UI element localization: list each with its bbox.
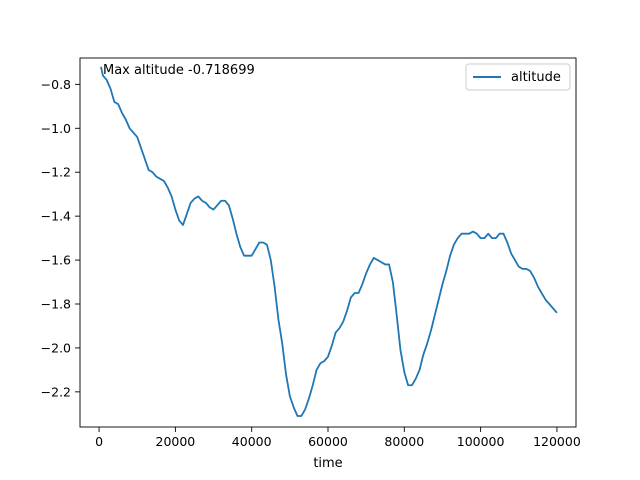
plot-frame [79, 57, 577, 428]
y-tick-label: −1.0 [41, 121, 71, 136]
x-tick-label: 60000 [308, 434, 348, 449]
y-tick-label: −1.6 [41, 253, 71, 268]
x-tick-label: 0 [95, 434, 103, 449]
y-tick-label: −1.4 [41, 209, 71, 224]
legend-box [465, 63, 571, 91]
series-layer [100, 66, 558, 417]
y-tick-label: −2.0 [41, 340, 71, 355]
legend: altitude [465, 63, 571, 91]
y-tick-label: −1.8 [41, 297, 71, 312]
x-tick-label: 40000 [232, 434, 272, 449]
y-tick-label: −0.8 [41, 77, 71, 92]
y-tick-label: −2.2 [41, 384, 71, 399]
x-tick-label: 120000 [533, 434, 581, 449]
plot-area [80, 58, 576, 427]
legend-label-altitude: altitude [511, 70, 561, 85]
x-tick-label: 100000 [457, 434, 505, 449]
x-axis-ticks: 0 20000 40000 60000 80000 100000 120000 [95, 427, 581, 449]
y-tick-label: −1.2 [41, 165, 71, 180]
max-altitude-annotation: Max altitude -0.718699 [103, 63, 255, 78]
x-axis-label: time [313, 456, 342, 471]
x-tick-label: 80000 [384, 434, 424, 449]
series-line-altitude [100, 66, 558, 417]
y-axis-ticks: −2.2 −2.0 −1.8 −1.6 −1.4 −1.2 −1.0 −0.8 [41, 77, 80, 399]
x-tick-label: 20000 [156, 434, 196, 449]
